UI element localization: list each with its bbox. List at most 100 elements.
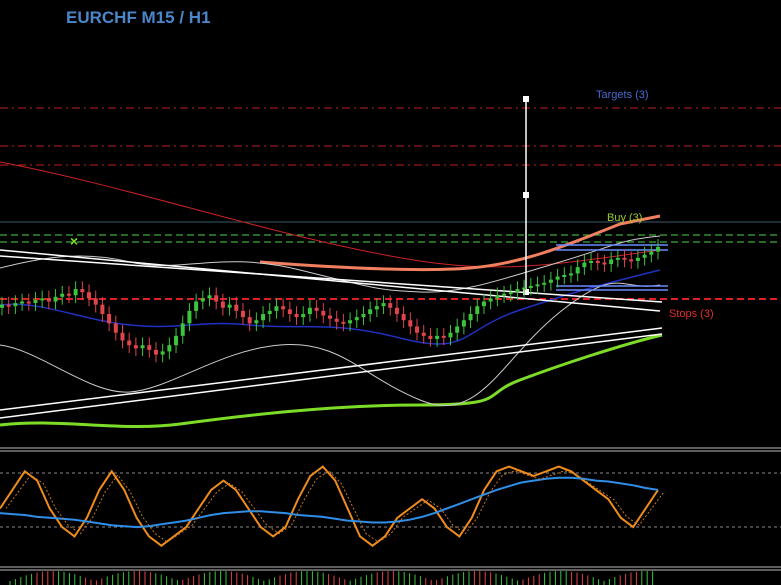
candle-body xyxy=(220,301,225,308)
candle-body xyxy=(515,289,520,293)
measure-tool-handle xyxy=(523,192,529,198)
candle-body xyxy=(160,351,165,355)
candle-body xyxy=(274,306,279,311)
candle-body xyxy=(415,326,420,333)
candle-body xyxy=(622,257,627,260)
candle-body xyxy=(0,304,4,308)
levels-layer: × xyxy=(0,107,781,571)
candle-body xyxy=(649,251,654,255)
candle-body xyxy=(40,298,45,301)
candle-body xyxy=(408,320,413,327)
osc-signal-line xyxy=(5,470,665,543)
candle-body xyxy=(227,304,232,308)
candle-body xyxy=(555,276,560,280)
candle-body xyxy=(13,303,18,307)
candle-body xyxy=(629,259,634,262)
trendline-upper xyxy=(0,249,661,312)
candle-body xyxy=(374,306,379,310)
candle-body xyxy=(200,298,205,302)
candle-body xyxy=(562,275,567,277)
candle-body xyxy=(46,298,51,302)
candle-body xyxy=(107,314,112,324)
candle-body xyxy=(113,323,118,333)
candle-body xyxy=(441,335,446,338)
candle-body xyxy=(435,335,440,339)
candle-body xyxy=(328,315,332,319)
candle-body xyxy=(214,295,219,302)
ma-salmon-line xyxy=(259,214,661,272)
candle-body xyxy=(153,349,158,355)
candle-body xyxy=(267,310,272,314)
ma-blue-line xyxy=(0,269,661,345)
candle-body xyxy=(6,304,11,307)
targets-label: Targets (3) xyxy=(596,89,649,101)
candle-body xyxy=(247,317,252,324)
band-lower-line xyxy=(0,282,661,406)
candle-body xyxy=(589,260,594,263)
candle-body xyxy=(394,307,399,314)
candle-body xyxy=(568,273,573,276)
candle-body xyxy=(187,310,192,324)
candle-body xyxy=(455,326,460,333)
buy-label: Buy (3) xyxy=(607,212,642,224)
chart-title: EURCHF M15 / H1 xyxy=(66,8,211,27)
candle-body xyxy=(488,298,493,302)
candle-body xyxy=(361,314,366,318)
candle-body xyxy=(240,310,245,318)
trendlines-layer xyxy=(0,96,668,419)
stops-label: Stops (3) xyxy=(669,308,714,320)
candle-body xyxy=(461,320,466,327)
candle-body xyxy=(60,293,65,297)
candle-body xyxy=(502,293,507,296)
labels-layer: Targets (3) Buy (3) Stops (3) xyxy=(596,89,714,320)
candle-body xyxy=(341,321,346,324)
candle-body xyxy=(26,301,31,304)
signal-marker: × xyxy=(70,233,78,249)
candle-body xyxy=(495,295,500,299)
candle-body xyxy=(261,314,266,321)
candle-body xyxy=(314,307,319,311)
candle-body xyxy=(80,289,85,293)
candle-body xyxy=(254,320,259,324)
candle-body xyxy=(575,267,580,274)
candle-body xyxy=(294,314,299,318)
candle-body xyxy=(87,292,92,299)
band-upper-line xyxy=(0,235,661,293)
candle-body xyxy=(194,301,199,311)
candle-body xyxy=(468,314,473,321)
candle-body xyxy=(73,289,78,296)
candle-body xyxy=(609,259,614,265)
candle-body xyxy=(635,257,640,261)
candles-layer xyxy=(0,239,660,363)
candle-body xyxy=(368,309,373,314)
candle-body xyxy=(133,345,138,349)
candle-body xyxy=(321,310,326,316)
ma-red-line xyxy=(0,161,661,268)
ma-green-line xyxy=(0,333,663,429)
candle-body xyxy=(388,303,393,308)
osc-fast-line xyxy=(0,465,659,547)
candle-body xyxy=(481,301,486,307)
candle-body xyxy=(508,292,513,295)
candle-body xyxy=(535,284,540,287)
candle-body xyxy=(234,304,239,311)
candle-body xyxy=(147,345,152,350)
candle-body xyxy=(120,332,125,341)
candle-body xyxy=(180,323,185,336)
moving-averages-layer xyxy=(0,161,663,429)
candle-body xyxy=(140,345,145,349)
candle-body xyxy=(522,287,527,290)
candle-body xyxy=(421,332,426,336)
candle-body xyxy=(595,260,600,263)
candle-body xyxy=(127,340,132,346)
candle-body xyxy=(281,306,286,310)
candle-body xyxy=(307,307,312,314)
candle-body xyxy=(354,317,359,321)
candle-body xyxy=(642,254,647,258)
candle-body xyxy=(528,285,533,288)
candle-body xyxy=(656,246,660,252)
candle-body xyxy=(602,262,607,265)
candle-body xyxy=(207,295,212,299)
candle-body xyxy=(428,335,433,339)
